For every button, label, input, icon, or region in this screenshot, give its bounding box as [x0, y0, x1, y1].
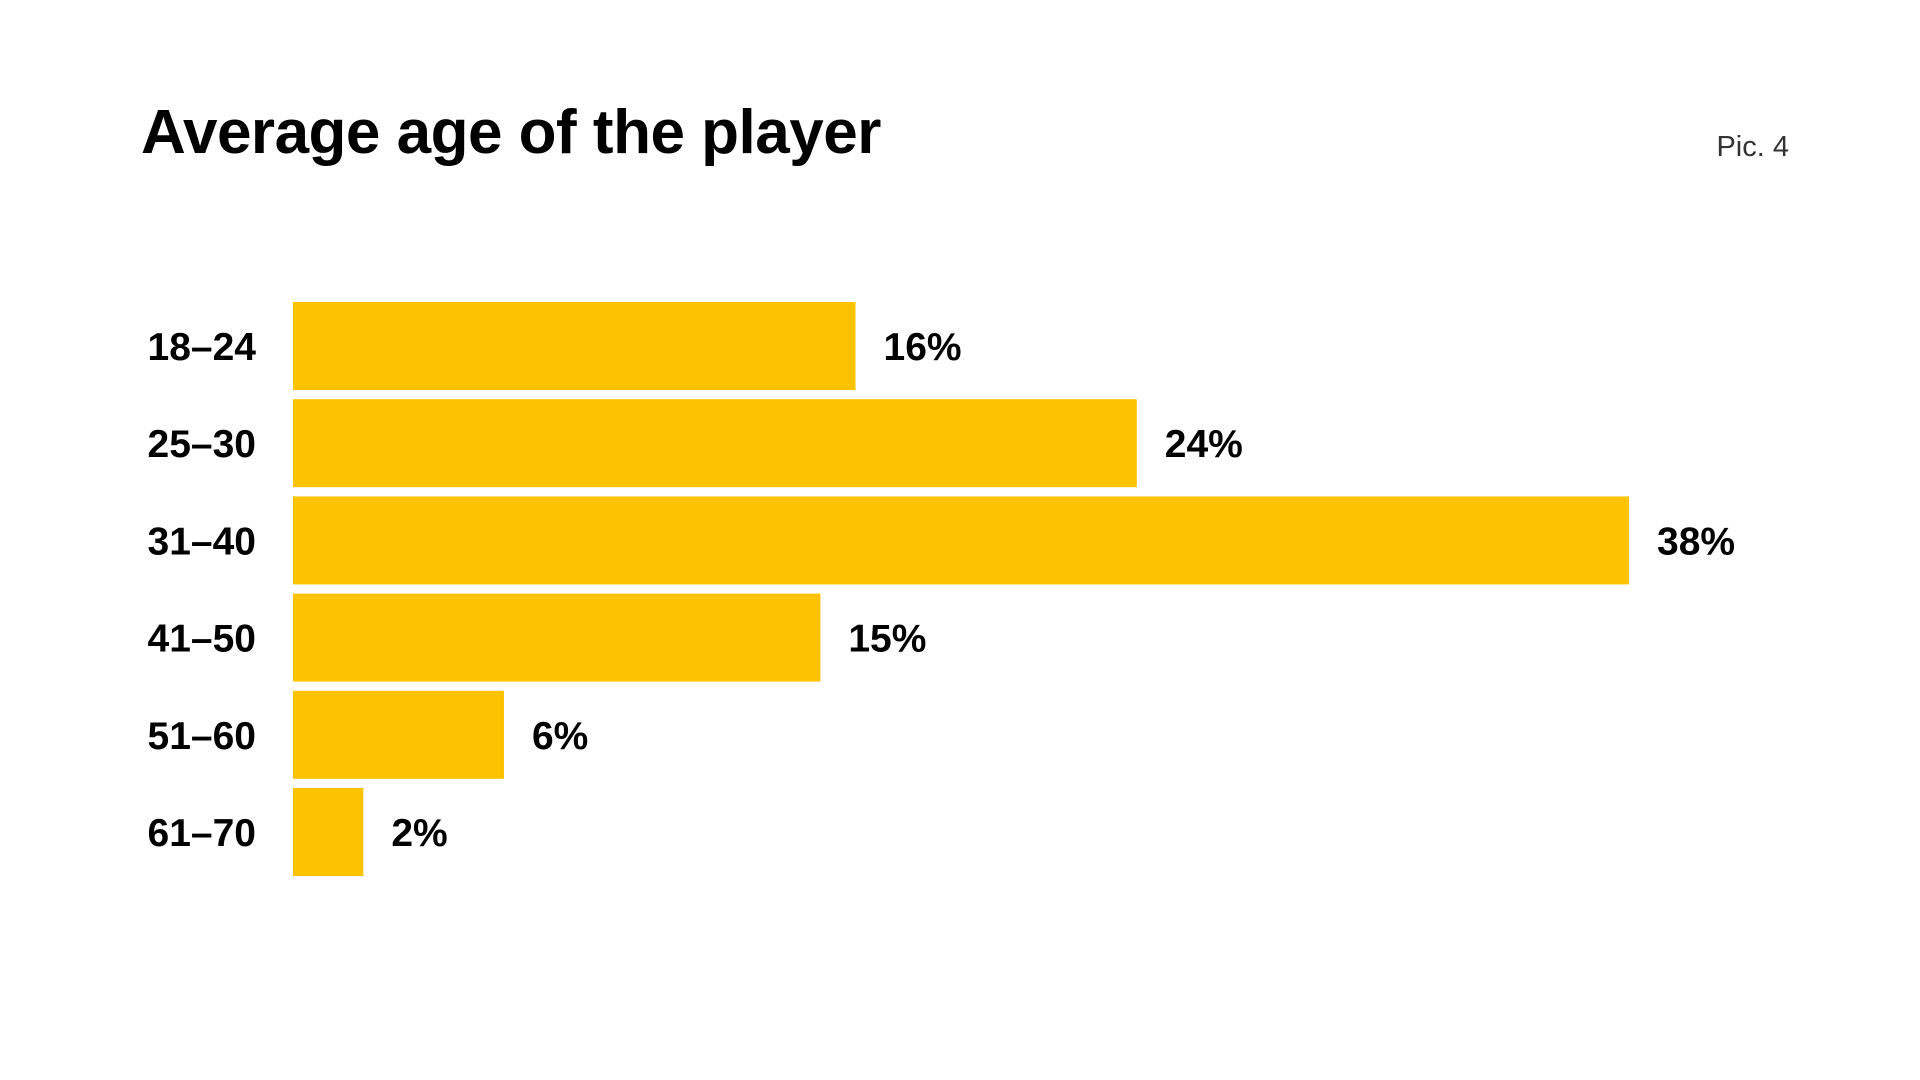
value-label: 6% — [532, 715, 588, 758]
category-label: 41–50 — [148, 618, 256, 661]
value-label: 2% — [391, 812, 447, 855]
bars-group: 18–24 16% 25–30 24% 31–40 38% 41–50 15% 51–60 6% 6… — [148, 302, 1735, 876]
chart-title: Average age of the player — [141, 98, 881, 167]
figure-label: Pic. 4 — [1716, 131, 1789, 163]
bar-5 — [293, 788, 364, 876]
bar-0 — [293, 302, 856, 390]
category-label: 31–40 — [148, 520, 256, 563]
bar-1 — [293, 399, 1137, 488]
value-label: 24% — [1165, 423, 1243, 466]
category-label: 25–30 — [148, 423, 256, 466]
bar-4 — [293, 690, 504, 779]
value-label: 38% — [1657, 520, 1735, 563]
category-label: 51–60 — [148, 715, 256, 758]
category-label: 18–24 — [148, 326, 257, 369]
value-label: 15% — [848, 618, 926, 661]
bar-2 — [293, 496, 1629, 585]
bar-3 — [293, 593, 821, 682]
category-label: 61–70 — [148, 812, 256, 855]
value-label: 16% — [884, 326, 962, 369]
